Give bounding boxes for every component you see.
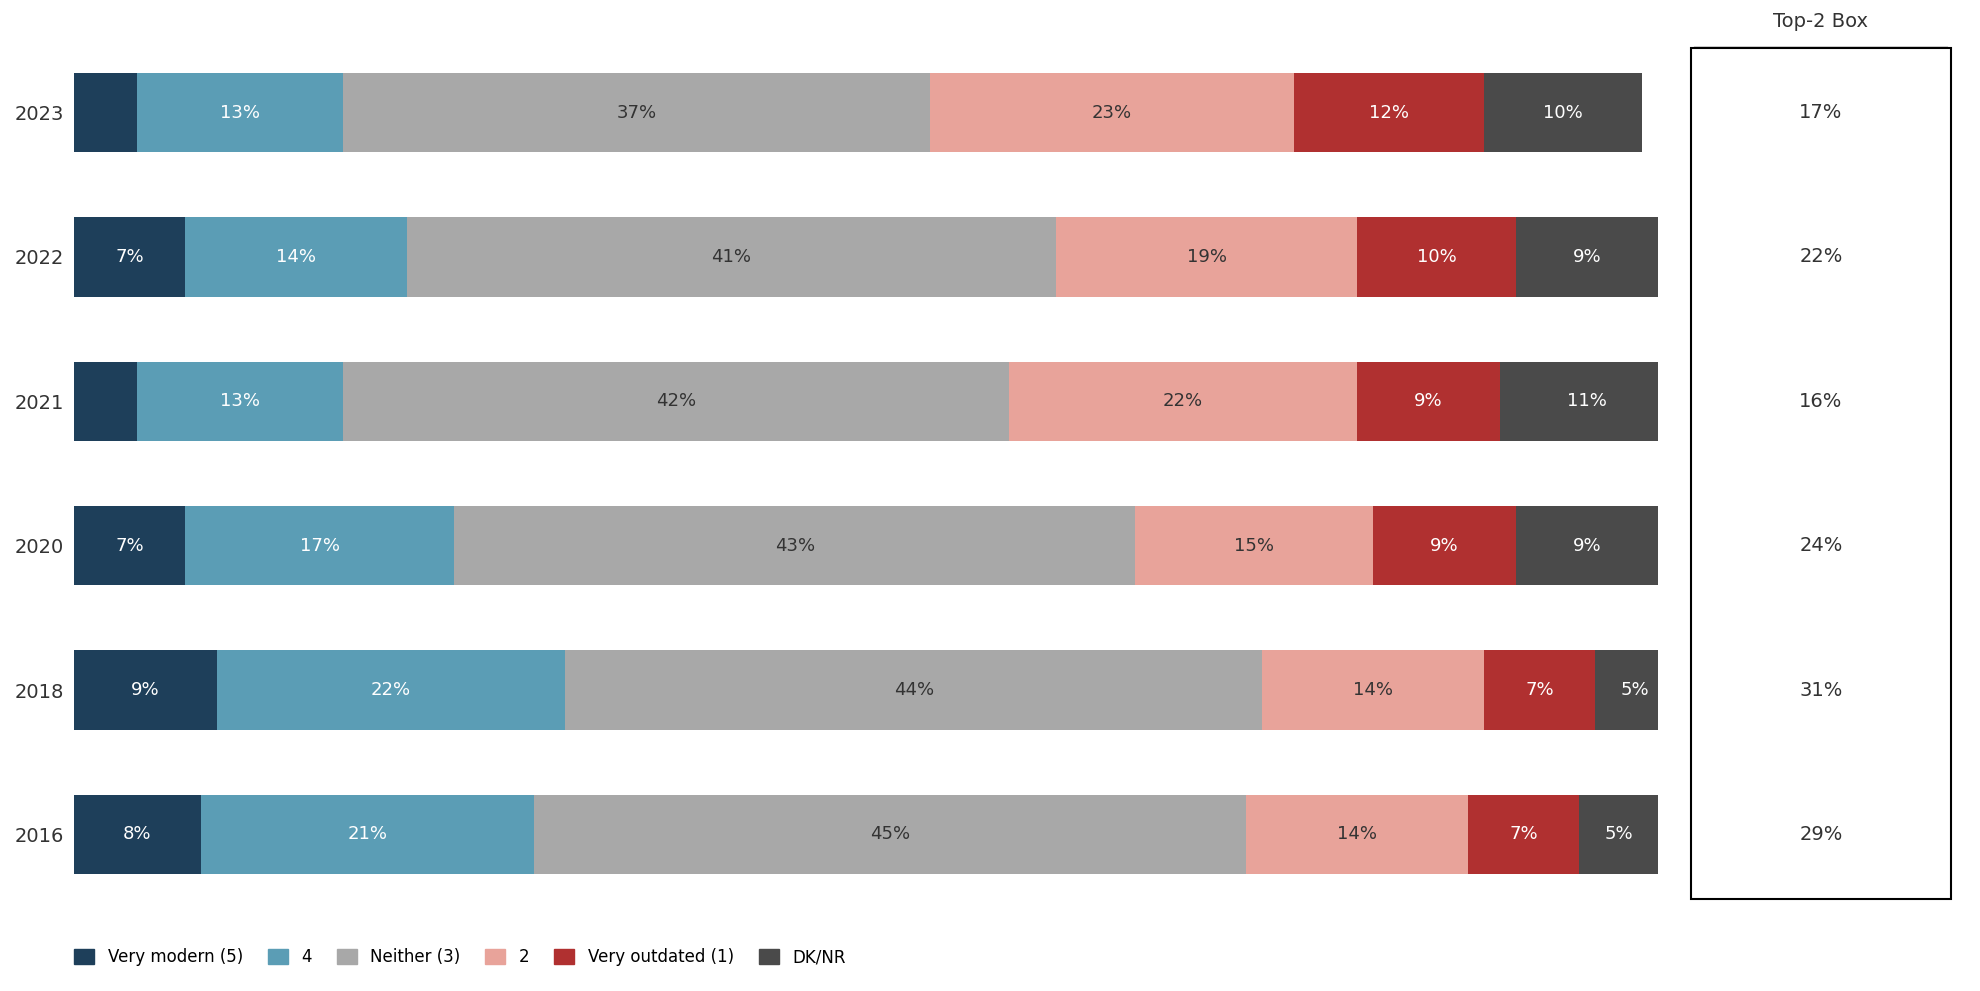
Text: 45%: 45%	[869, 826, 911, 843]
Bar	[453, 506, 1135, 586]
Bar	[1499, 362, 1675, 441]
Text: 14%: 14%	[1336, 826, 1378, 843]
Text: 44%: 44%	[893, 681, 935, 699]
Bar	[1261, 650, 1483, 729]
Text: 10%: 10%	[1416, 248, 1457, 266]
Legend: Very modern (5), 4, Neither (3), 2, Very outdated (1), DK/NR: Very modern (5), 4, Neither (3), 2, Very…	[67, 941, 851, 973]
Text: 9%: 9%	[1572, 248, 1602, 266]
Bar	[184, 506, 453, 586]
Text: 41%: 41%	[711, 248, 752, 266]
Text: 16%: 16%	[1800, 391, 1843, 411]
Bar	[1372, 506, 1515, 586]
Bar	[1356, 362, 1499, 441]
Text: 11%: 11%	[1566, 392, 1608, 410]
Text: 14%: 14%	[1352, 681, 1394, 699]
Bar	[1483, 650, 1594, 729]
Bar	[1008, 362, 1356, 441]
Text: 13%: 13%	[220, 104, 261, 122]
Bar	[137, 362, 343, 441]
Bar	[406, 217, 1055, 296]
Bar	[1245, 795, 1467, 874]
Text: 22%: 22%	[1162, 392, 1204, 410]
Text: 43%: 43%	[774, 537, 816, 555]
Bar	[73, 217, 184, 296]
Text: 7%: 7%	[1509, 826, 1538, 843]
Bar	[1055, 217, 1356, 296]
Text: 15%: 15%	[1234, 537, 1275, 555]
Text: 5%: 5%	[1620, 681, 1649, 699]
Text: 24%: 24%	[1800, 536, 1843, 555]
Text: 22%: 22%	[370, 681, 412, 699]
Text: 5%: 5%	[1604, 826, 1634, 843]
Text: 31%: 31%	[1800, 681, 1843, 700]
Text: 12%: 12%	[1368, 104, 1410, 122]
Text: 9%: 9%	[1414, 392, 1443, 410]
Bar	[73, 650, 216, 729]
Text: 29%: 29%	[1800, 825, 1843, 844]
Text: 9%: 9%	[1572, 537, 1602, 555]
Bar	[343, 362, 1008, 441]
Bar	[929, 73, 1293, 153]
Text: 21%: 21%	[346, 826, 388, 843]
Bar	[1594, 650, 1675, 729]
Bar	[1467, 795, 1578, 874]
Text: 7%: 7%	[115, 248, 145, 266]
Bar	[1293, 73, 1483, 153]
Bar	[1483, 73, 1641, 153]
Bar	[73, 73, 137, 153]
Text: 37%: 37%	[616, 104, 657, 122]
Bar	[564, 650, 1261, 729]
Text: 9%: 9%	[1430, 537, 1459, 555]
Bar	[184, 217, 406, 296]
Bar	[73, 506, 184, 586]
Text: 7%: 7%	[1525, 681, 1554, 699]
Bar	[73, 362, 137, 441]
Bar	[137, 73, 343, 153]
Bar	[1578, 795, 1659, 874]
Text: 23%: 23%	[1091, 104, 1133, 122]
Text: 19%: 19%	[1186, 248, 1228, 266]
Text: 8%: 8%	[123, 826, 152, 843]
Bar	[216, 650, 564, 729]
Bar	[1135, 506, 1372, 586]
Bar	[1515, 217, 1659, 296]
Text: 10%: 10%	[1542, 104, 1584, 122]
Text: 13%: 13%	[220, 392, 261, 410]
Bar	[1356, 217, 1515, 296]
Bar	[343, 73, 929, 153]
Text: 17%: 17%	[299, 537, 341, 555]
Bar	[200, 795, 533, 874]
Text: 17%: 17%	[1800, 103, 1843, 122]
Bar	[533, 795, 1245, 874]
Bar	[1515, 506, 1659, 586]
Bar	[73, 795, 200, 874]
Text: 9%: 9%	[131, 681, 160, 699]
Text: 22%: 22%	[1800, 248, 1843, 267]
Text: 42%: 42%	[655, 392, 697, 410]
Text: 7%: 7%	[115, 537, 145, 555]
Text: Top-2 Box: Top-2 Box	[1774, 12, 1869, 31]
Text: 14%: 14%	[275, 248, 317, 266]
